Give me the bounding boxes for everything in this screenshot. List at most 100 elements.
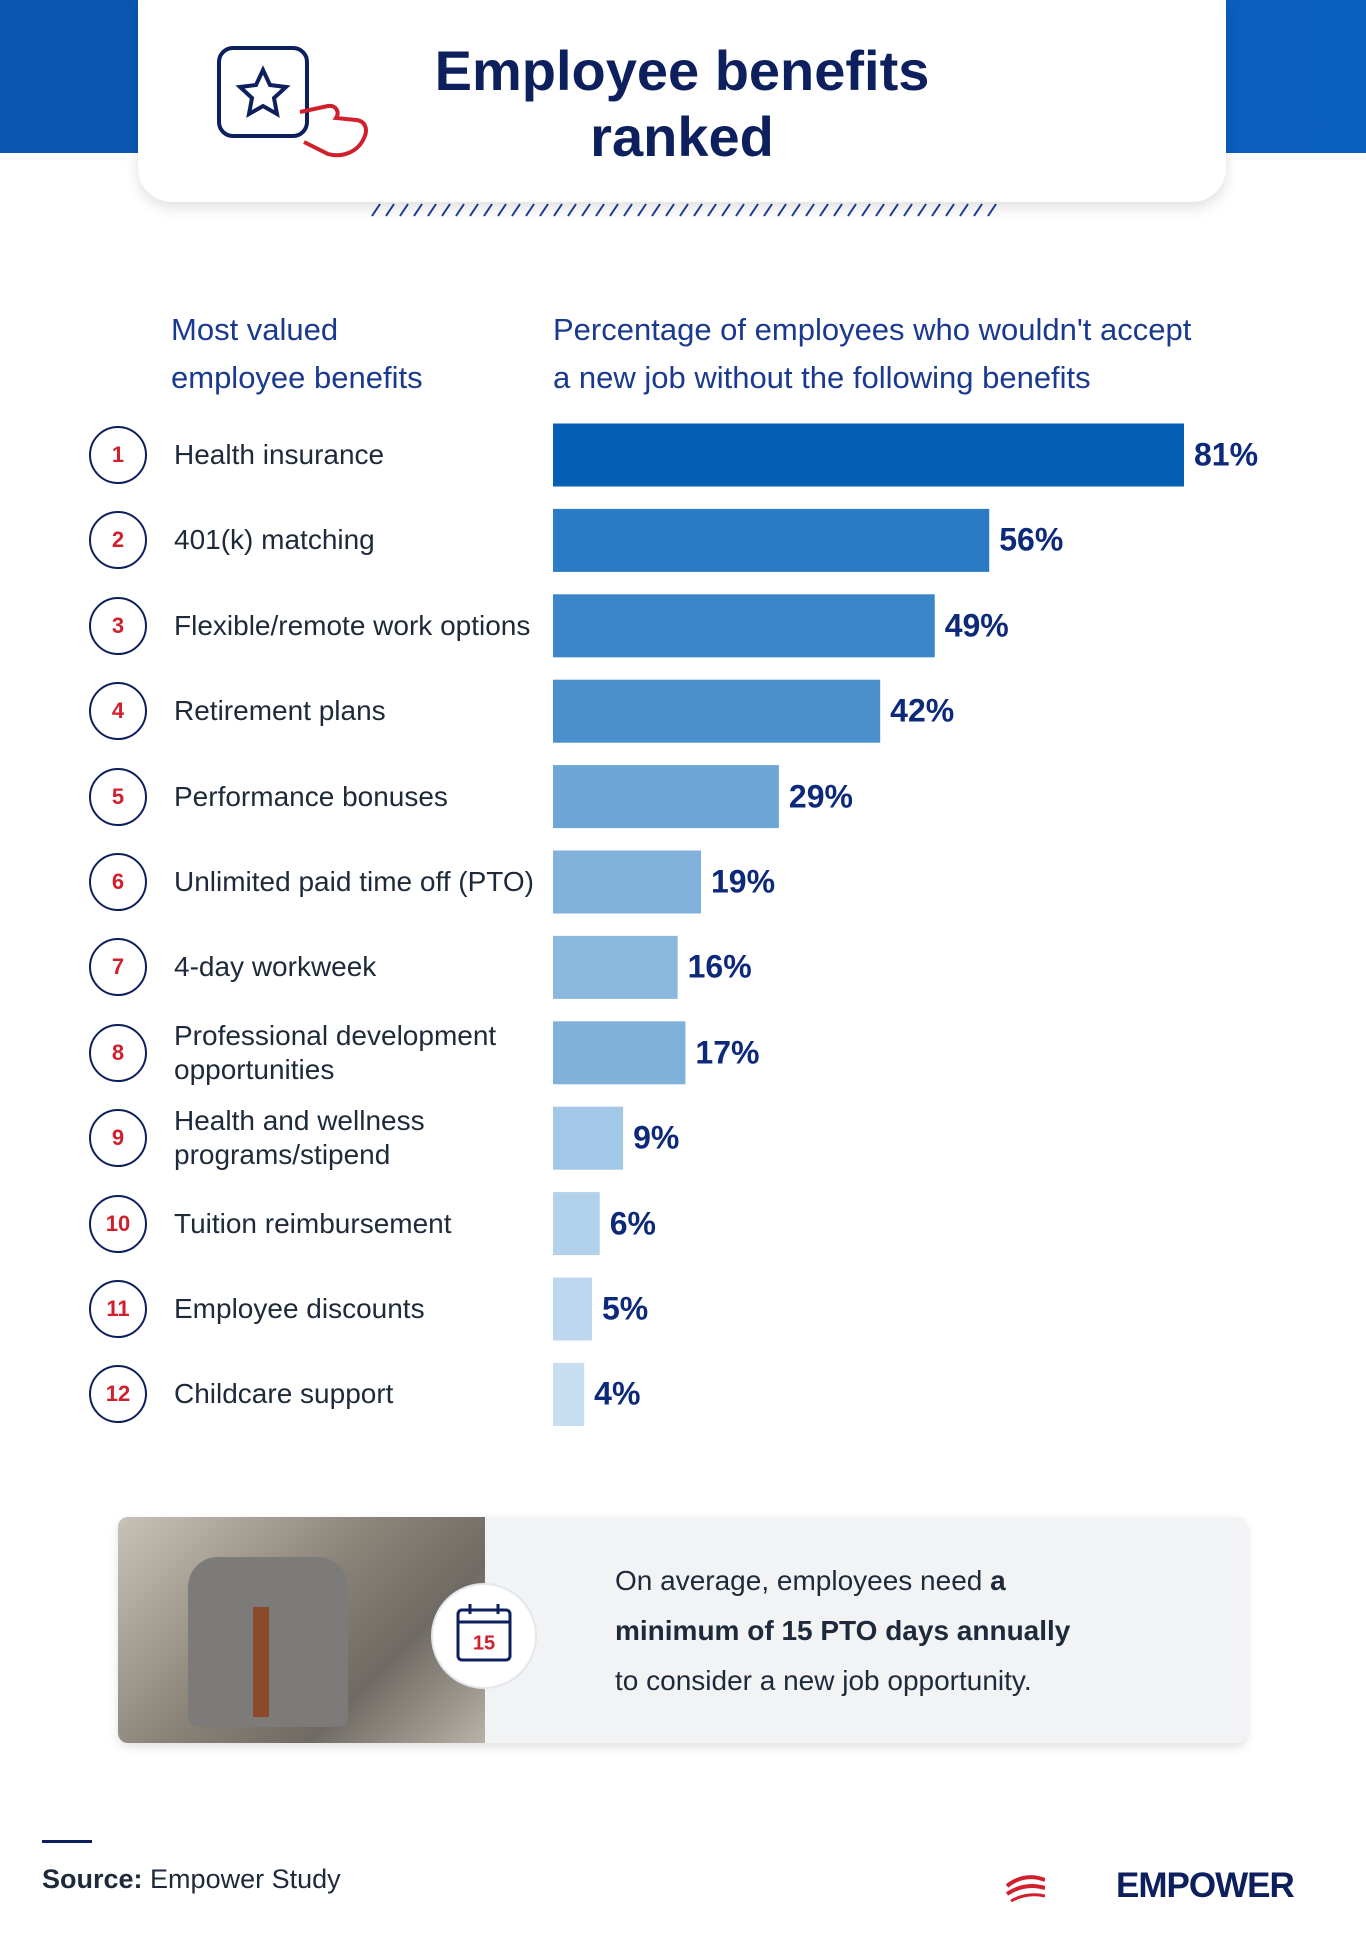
rank-badge: 12 [89,1365,147,1424]
value-label: 5% [601,1290,649,1327]
category-label: Professional development opportunities [174,1019,497,1085]
header-line: Most valued [171,312,339,347]
hatch-stroke [791,203,801,217]
rank-badge: 8 [89,1023,147,1082]
hatch-stroke [553,203,563,217]
rank-badge: 10 [89,1194,147,1253]
header-line: a new job without the following benefits [553,360,1091,395]
category-label: Childcare support [174,1378,394,1410]
rank-badge: 5 [89,767,147,826]
hatch-stroke [819,203,829,217]
hatch-stroke [749,203,759,217]
category-label: Performance bonuses [174,780,448,812]
text: On average, employees need [615,1565,983,1596]
hatch-stroke [847,203,857,217]
category-label: 4-day workweek [174,951,377,983]
bar [553,850,702,914]
hatch-stroke [581,203,591,217]
hatch-stroke [721,203,731,217]
rank-badge: 11 [89,1280,147,1338]
rank-badge: 2 [89,511,147,570]
hatch-stroke [917,203,927,217]
hatch-stroke [861,203,871,217]
hatch-stroke [469,203,479,217]
hatch-stroke [539,203,549,217]
chart [553,423,1184,1426]
hatch-stroke [511,203,521,217]
source-rule [42,1840,92,1843]
bar [553,1277,592,1341]
header-line: employee benefits [171,360,423,395]
header-line: Percentage of employees who wouldn't acc… [553,312,1192,347]
hatch-stroke [763,203,773,217]
category-header: Most valued employee benefits [171,306,423,402]
hatch-stroke [903,203,913,217]
hatch [371,203,997,217]
icon [217,46,368,158]
value-label: 56% [999,521,1064,558]
strap [253,1607,269,1717]
hatch-stroke [595,203,605,217]
bold-text: minimum of 15 PTO days annually [615,1615,1071,1646]
category-label: 401(k) matching [174,524,375,556]
source-text: Empower Study [150,1864,341,1894]
hatch-stroke [777,203,787,217]
category-label: Health insurance [174,439,385,470]
hatch-stroke [679,203,689,217]
bar [553,935,678,999]
hatch-stroke [399,203,409,217]
hatch-stroke [735,203,745,217]
value-label: 6% [609,1205,656,1242]
value-header: Percentage of employees who wouldn't acc… [553,306,1191,402]
hatch-stroke [651,203,661,217]
text: to consider a new job opportunity. [615,1665,1032,1696]
hatch-stroke [973,203,983,217]
bar [553,1106,624,1170]
rank-badge: 4 [89,682,147,741]
category-label: Tuition reimbursement [174,1207,452,1239]
value-label: 29% [788,778,853,815]
hatch-stroke [609,203,619,217]
callout-line: On average, employees need a [615,1556,1070,1606]
title-line: ranked [590,105,774,168]
callout-box [118,1517,1247,1743]
category-label: Health and wellness programs/stipend [174,1105,425,1171]
category-label: Retirement plans [174,695,386,727]
value-label: 42% [890,692,955,729]
hatch-stroke [413,203,423,217]
hatch-stroke [525,203,535,217]
hatch-stroke [637,203,647,217]
source: Source: Empower Study [42,1864,341,1895]
header-art [217,46,997,217]
hatch-stroke [875,203,885,217]
callout-text: On average, employees need a minimum of … [615,1556,1070,1706]
hatch-stroke [497,203,507,217]
callout-line: to consider a new job opportunity. [615,1656,1070,1706]
value-label: 16% [687,948,752,985]
brand-mark [1005,1875,1045,1903]
hatch-stroke [833,203,843,217]
callout-line: minimum of 15 PTO days annually [615,1606,1070,1656]
hatch-stroke [945,203,955,217]
photo [118,1517,485,1743]
header-card [138,0,1226,202]
title-line: Employee benefits [434,39,930,102]
hatch-stroke [623,203,633,217]
calendar-badge: 15 [431,1583,537,1689]
category-label: Unlimited paid time off (PTO) [174,866,534,897]
brand: EMPOWER [1116,1866,1295,1905]
value-label: 17% [695,1034,760,1071]
bar [553,1192,600,1256]
rank-badge: 7 [89,938,147,997]
bar [553,679,881,743]
rank-badge: 9 [89,1109,147,1168]
hatch-stroke [483,203,493,217]
category-label: Employee discounts [174,1293,425,1324]
bar [553,1021,686,1085]
bar [553,765,779,829]
title: Employee benefits ranked [138,38,1226,170]
value-label: 19% [711,863,776,900]
source-label: Source: [42,1864,143,1894]
hatch-stroke [805,203,815,217]
